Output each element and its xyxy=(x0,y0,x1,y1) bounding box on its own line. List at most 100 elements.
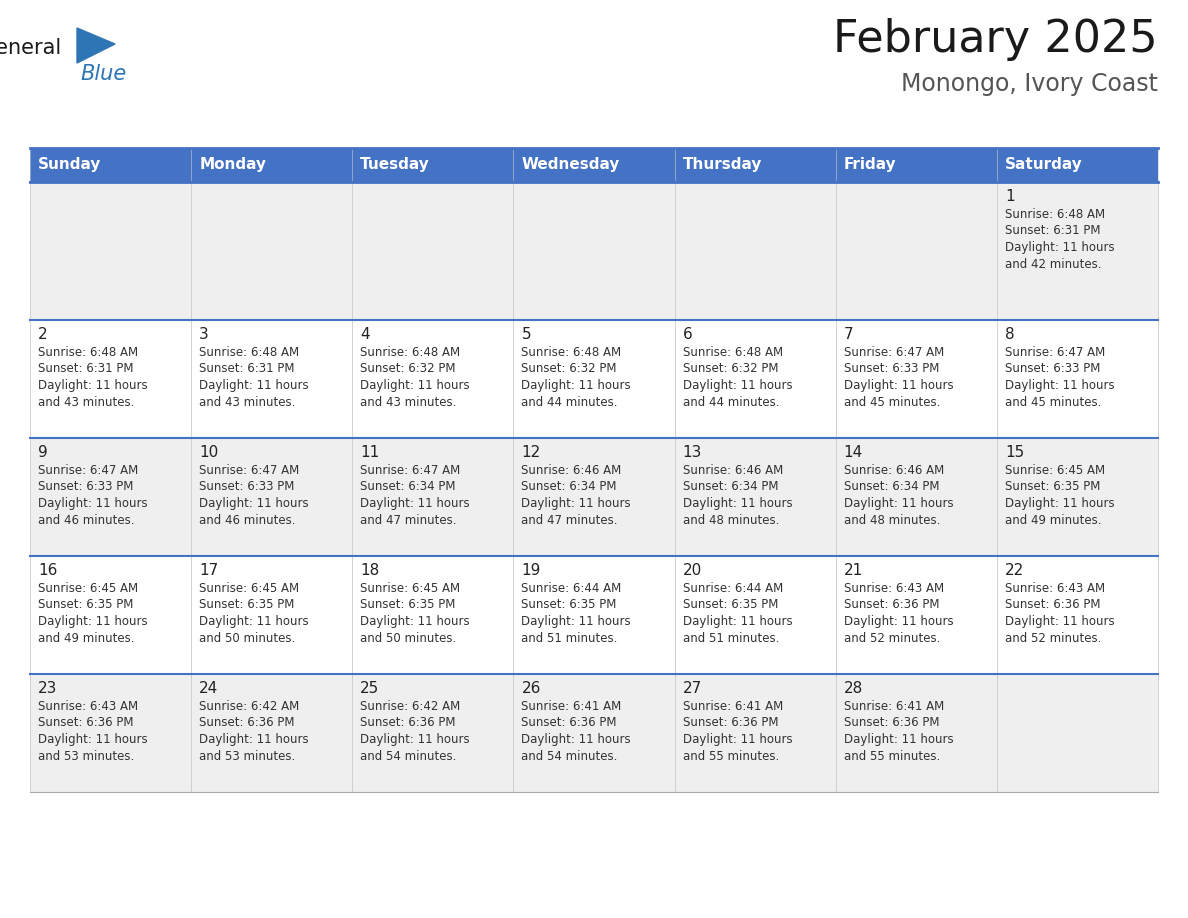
Text: Daylight: 11 hours: Daylight: 11 hours xyxy=(38,379,147,392)
Text: Monongo, Ivory Coast: Monongo, Ivory Coast xyxy=(901,72,1158,96)
Text: Sunset: 6:31 PM: Sunset: 6:31 PM xyxy=(200,363,295,375)
Bar xyxy=(835,438,997,556)
Text: Wednesday: Wednesday xyxy=(522,158,620,173)
Text: Blue: Blue xyxy=(80,64,126,84)
Text: 19: 19 xyxy=(522,563,541,578)
Text: Daylight: 11 hours: Daylight: 11 hours xyxy=(200,733,309,746)
Text: and 42 minutes.: and 42 minutes. xyxy=(1005,258,1101,271)
Text: Sunrise: 6:41 AM: Sunrise: 6:41 AM xyxy=(843,700,944,713)
Text: Sunrise: 6:43 AM: Sunrise: 6:43 AM xyxy=(1005,582,1105,595)
Text: 10: 10 xyxy=(200,445,219,460)
Text: Sunrise: 6:45 AM: Sunrise: 6:45 AM xyxy=(1005,464,1105,477)
Text: Monday: Monday xyxy=(200,158,266,173)
Text: and 51 minutes.: and 51 minutes. xyxy=(683,632,779,644)
Text: 8: 8 xyxy=(1005,327,1015,342)
Bar xyxy=(675,438,835,556)
Text: 14: 14 xyxy=(843,445,862,460)
Text: and 49 minutes.: and 49 minutes. xyxy=(38,632,134,644)
Text: 21: 21 xyxy=(843,563,862,578)
Text: Sunrise: 6:47 AM: Sunrise: 6:47 AM xyxy=(360,464,461,477)
Text: and 52 minutes.: and 52 minutes. xyxy=(843,632,940,644)
Text: Daylight: 11 hours: Daylight: 11 hours xyxy=(683,733,792,746)
Text: Daylight: 11 hours: Daylight: 11 hours xyxy=(1005,241,1114,254)
Text: Sunset: 6:34 PM: Sunset: 6:34 PM xyxy=(360,480,456,494)
Bar xyxy=(30,556,191,674)
Bar xyxy=(997,556,1158,674)
Bar xyxy=(353,674,513,792)
Text: Sunset: 6:36 PM: Sunset: 6:36 PM xyxy=(360,717,456,730)
Text: Daylight: 11 hours: Daylight: 11 hours xyxy=(522,733,631,746)
Bar xyxy=(513,182,675,320)
Text: Sunrise: 6:42 AM: Sunrise: 6:42 AM xyxy=(360,700,461,713)
Text: Sunset: 6:36 PM: Sunset: 6:36 PM xyxy=(200,717,295,730)
Bar xyxy=(513,438,675,556)
Text: Sunset: 6:36 PM: Sunset: 6:36 PM xyxy=(38,717,133,730)
Text: Sunset: 6:36 PM: Sunset: 6:36 PM xyxy=(843,599,940,611)
Text: Daylight: 11 hours: Daylight: 11 hours xyxy=(360,733,470,746)
Text: Sunset: 6:35 PM: Sunset: 6:35 PM xyxy=(200,599,295,611)
Text: Daylight: 11 hours: Daylight: 11 hours xyxy=(522,615,631,628)
Text: Sunrise: 6:48 AM: Sunrise: 6:48 AM xyxy=(522,346,621,359)
Bar xyxy=(675,556,835,674)
Text: and 49 minutes.: and 49 minutes. xyxy=(1005,513,1101,527)
Text: 18: 18 xyxy=(360,563,379,578)
Text: and 55 minutes.: and 55 minutes. xyxy=(683,749,779,763)
Text: 4: 4 xyxy=(360,327,369,342)
Text: Daylight: 11 hours: Daylight: 11 hours xyxy=(360,615,470,628)
Bar xyxy=(30,438,191,556)
Text: Sunrise: 6:45 AM: Sunrise: 6:45 AM xyxy=(38,582,138,595)
Text: Daylight: 11 hours: Daylight: 11 hours xyxy=(38,615,147,628)
Text: Daylight: 11 hours: Daylight: 11 hours xyxy=(683,615,792,628)
Text: 6: 6 xyxy=(683,327,693,342)
Text: and 47 minutes.: and 47 minutes. xyxy=(522,513,618,527)
Text: Sunrise: 6:43 AM: Sunrise: 6:43 AM xyxy=(843,582,943,595)
Text: Tuesday: Tuesday xyxy=(360,158,430,173)
Text: Sunrise: 6:45 AM: Sunrise: 6:45 AM xyxy=(200,582,299,595)
Bar xyxy=(835,320,997,438)
Text: Sunset: 6:33 PM: Sunset: 6:33 PM xyxy=(38,480,133,494)
Text: Sunrise: 6:46 AM: Sunrise: 6:46 AM xyxy=(683,464,783,477)
Text: 26: 26 xyxy=(522,681,541,696)
Text: Sunrise: 6:47 AM: Sunrise: 6:47 AM xyxy=(38,464,138,477)
Text: Daylight: 11 hours: Daylight: 11 hours xyxy=(522,497,631,510)
Text: 1: 1 xyxy=(1005,189,1015,204)
Bar xyxy=(997,320,1158,438)
Text: 13: 13 xyxy=(683,445,702,460)
Text: Sunset: 6:31 PM: Sunset: 6:31 PM xyxy=(1005,225,1100,238)
Text: Sunset: 6:32 PM: Sunset: 6:32 PM xyxy=(360,363,456,375)
Text: and 45 minutes.: and 45 minutes. xyxy=(1005,396,1101,409)
Text: Sunset: 6:32 PM: Sunset: 6:32 PM xyxy=(522,363,617,375)
Text: Daylight: 11 hours: Daylight: 11 hours xyxy=(843,379,953,392)
Text: and 47 minutes.: and 47 minutes. xyxy=(360,513,456,527)
Text: and 54 minutes.: and 54 minutes. xyxy=(360,749,456,763)
Text: 24: 24 xyxy=(200,681,219,696)
Text: 16: 16 xyxy=(38,563,57,578)
Text: Sunset: 6:33 PM: Sunset: 6:33 PM xyxy=(1005,363,1100,375)
Text: and 51 minutes.: and 51 minutes. xyxy=(522,632,618,644)
Text: 20: 20 xyxy=(683,563,702,578)
Bar xyxy=(997,438,1158,556)
Text: 17: 17 xyxy=(200,563,219,578)
Text: Sunrise: 6:45 AM: Sunrise: 6:45 AM xyxy=(360,582,461,595)
Text: Daylight: 11 hours: Daylight: 11 hours xyxy=(1005,497,1114,510)
Text: Sunrise: 6:46 AM: Sunrise: 6:46 AM xyxy=(522,464,621,477)
Text: Sunrise: 6:46 AM: Sunrise: 6:46 AM xyxy=(843,464,944,477)
Text: Sunset: 6:36 PM: Sunset: 6:36 PM xyxy=(683,717,778,730)
Bar xyxy=(191,182,353,320)
Text: and 45 minutes.: and 45 minutes. xyxy=(843,396,940,409)
Text: Sunset: 6:34 PM: Sunset: 6:34 PM xyxy=(522,480,617,494)
Text: 7: 7 xyxy=(843,327,853,342)
Text: Sunset: 6:31 PM: Sunset: 6:31 PM xyxy=(38,363,133,375)
Text: Sunset: 6:35 PM: Sunset: 6:35 PM xyxy=(1005,480,1100,494)
Text: 9: 9 xyxy=(38,445,48,460)
Polygon shape xyxy=(77,28,115,63)
Text: Daylight: 11 hours: Daylight: 11 hours xyxy=(200,379,309,392)
Text: Daylight: 11 hours: Daylight: 11 hours xyxy=(38,733,147,746)
Bar xyxy=(30,148,1158,182)
Bar xyxy=(30,320,191,438)
Text: Sunday: Sunday xyxy=(38,158,101,173)
Text: Saturday: Saturday xyxy=(1005,158,1082,173)
Bar xyxy=(191,556,353,674)
Bar xyxy=(835,674,997,792)
Text: Sunrise: 6:48 AM: Sunrise: 6:48 AM xyxy=(38,346,138,359)
